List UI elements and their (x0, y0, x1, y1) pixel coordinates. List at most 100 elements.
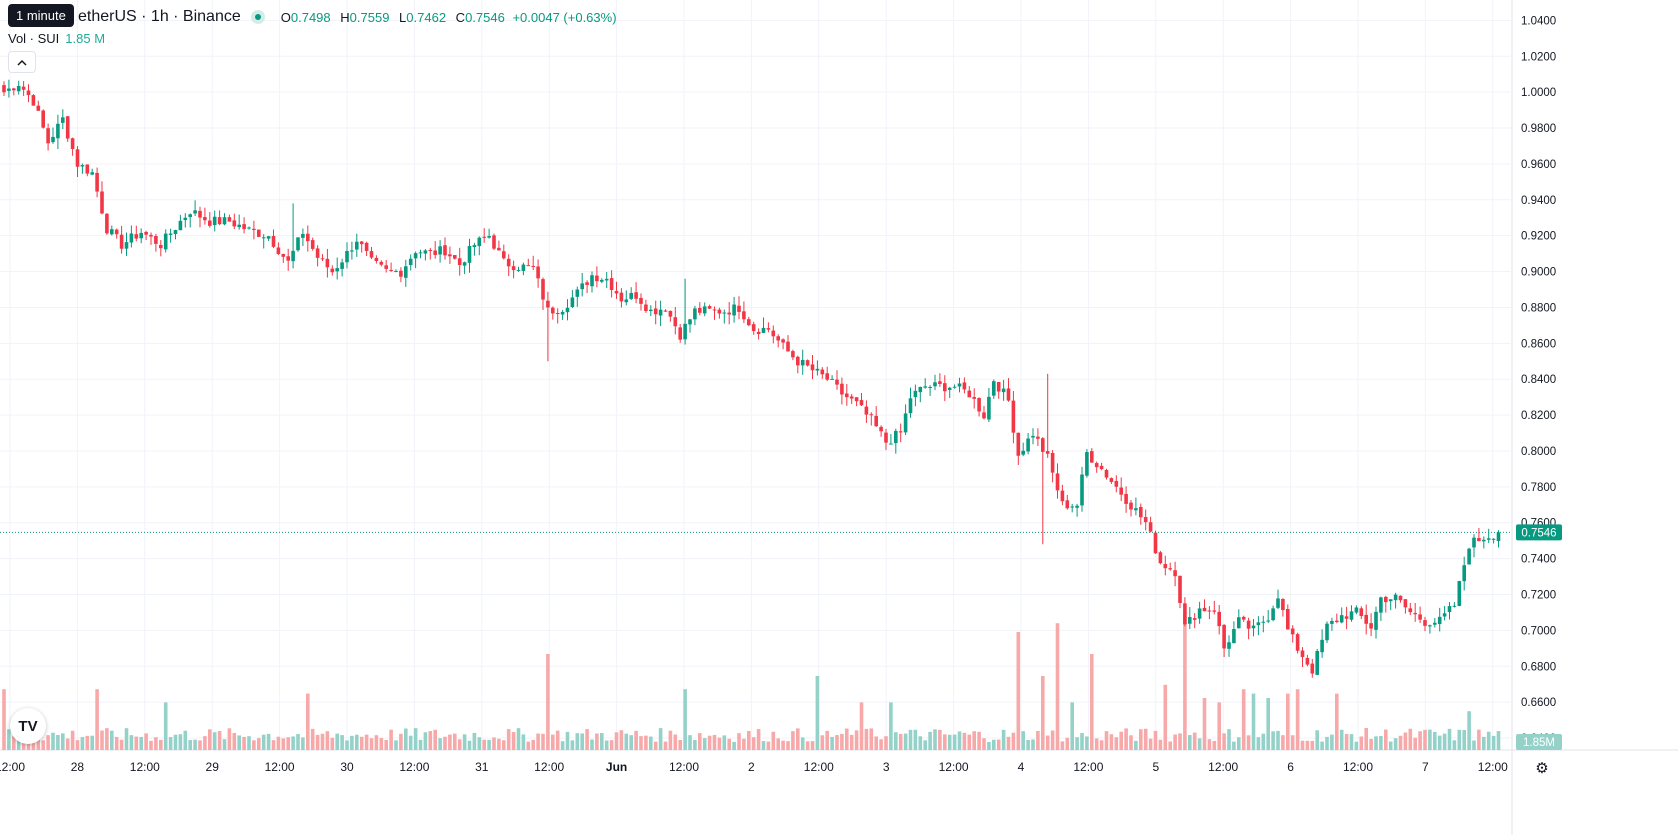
volume-bar (51, 732, 55, 750)
volume-bar (301, 737, 305, 750)
high-value: 0.7559 (349, 9, 390, 25)
candle-body (1006, 388, 1011, 401)
volume-bar (580, 733, 584, 750)
volume-bar (257, 738, 261, 750)
candle-body (962, 382, 967, 390)
volume-bar (555, 730, 560, 750)
candle-body (1496, 532, 1501, 542)
candle-body (252, 228, 256, 230)
candle-body (183, 217, 188, 221)
candle-body (1173, 570, 1177, 577)
volume-bar (36, 739, 41, 750)
x-tick-label: 3 (883, 760, 890, 774)
volume-bar (457, 739, 462, 750)
candle-body (404, 266, 408, 278)
volume-bar (722, 735, 727, 750)
volume-bar (1085, 736, 1089, 750)
market-status-icon[interactable] (250, 10, 265, 24)
candle-body (502, 251, 506, 259)
volume-bar (1276, 730, 1280, 750)
volume-bar (1261, 733, 1266, 750)
candle-body (1266, 620, 1270, 622)
volume-bar (1163, 684, 1168, 750)
candle-body (1075, 505, 1079, 508)
candle-body (399, 270, 403, 277)
candle-body (737, 305, 741, 312)
volume-bar (1232, 741, 1236, 750)
candle-body (335, 268, 339, 272)
volume-bar (1496, 731, 1501, 750)
volume-bar (781, 740, 785, 750)
volume-bar (560, 741, 565, 750)
volume-bar (727, 738, 731, 750)
volume-bar (296, 734, 300, 750)
volume-bar (1055, 623, 1060, 750)
candle-body (443, 245, 447, 256)
candle-body (1202, 607, 1207, 612)
candle-body (889, 443, 893, 445)
volume-bar (1281, 735, 1285, 750)
candle-body (80, 165, 85, 167)
volume-bar (1006, 736, 1011, 750)
volume-legend[interactable]: Vol · SUI 1.85 M (8, 31, 105, 46)
candle-body (1442, 613, 1447, 617)
volume-bar (957, 731, 962, 750)
candle-body (717, 309, 722, 314)
volume-bar (1246, 735, 1251, 750)
collapse-legend-button[interactable] (8, 51, 36, 73)
candle-body (315, 248, 320, 258)
candle-body (212, 216, 217, 226)
candle-body (604, 278, 609, 281)
candle-body (1437, 616, 1442, 625)
volume-bar (247, 736, 251, 750)
volume-bar (110, 730, 114, 750)
candle-body (805, 360, 810, 366)
y-tick-label: 0.6800 (1521, 661, 1556, 673)
y-tick-label: 0.8400 (1521, 374, 1556, 386)
volume-bar (492, 737, 496, 750)
y-tick-label: 0.9800 (1521, 123, 1556, 135)
candle-body (712, 309, 717, 311)
volume-bar (1437, 735, 1442, 750)
candle-body (952, 386, 957, 388)
volume-bar (1315, 730, 1319, 750)
volume-bar (1403, 732, 1408, 750)
gear-icon[interactable]: ⚙ (1535, 760, 1549, 777)
candle-body (1070, 506, 1074, 508)
x-tick-label: 12:00 (1208, 760, 1238, 774)
candle-body (1212, 610, 1217, 612)
volume-bar (1428, 729, 1432, 750)
volume-bar (438, 738, 442, 750)
candle-body (987, 396, 991, 420)
candle-body (600, 279, 604, 282)
tradingview-logo[interactable]: TV (10, 708, 46, 744)
candle-body (1153, 532, 1158, 554)
candle-body (560, 311, 565, 315)
volume-bar (448, 734, 452, 750)
volume-bar (506, 729, 511, 750)
volume-bar (1330, 734, 1334, 750)
volume-bar (1139, 729, 1143, 750)
volume-bar (1374, 736, 1378, 750)
volume-bar (139, 736, 143, 750)
candle-body (26, 90, 31, 96)
candle-body (1148, 522, 1153, 532)
candle-body (1428, 625, 1432, 627)
volume-bar (1423, 729, 1427, 750)
candle-body (884, 432, 888, 443)
candle-body (869, 414, 874, 416)
volume-bar (1207, 739, 1212, 750)
volume-bar (1080, 733, 1084, 750)
volume-bar (673, 734, 678, 750)
candle-body (1491, 538, 1496, 540)
symbol-title[interactable]: etherUS · 1h · Binance (78, 8, 241, 25)
candle-body (217, 217, 222, 225)
candle-body (810, 364, 815, 371)
volume-bar (894, 732, 898, 750)
candle-body (266, 236, 271, 239)
candle-body (418, 252, 423, 254)
volume-bar (977, 731, 981, 750)
y-tick-label: 0.7800 (1521, 482, 1556, 494)
candle-body (320, 258, 325, 260)
